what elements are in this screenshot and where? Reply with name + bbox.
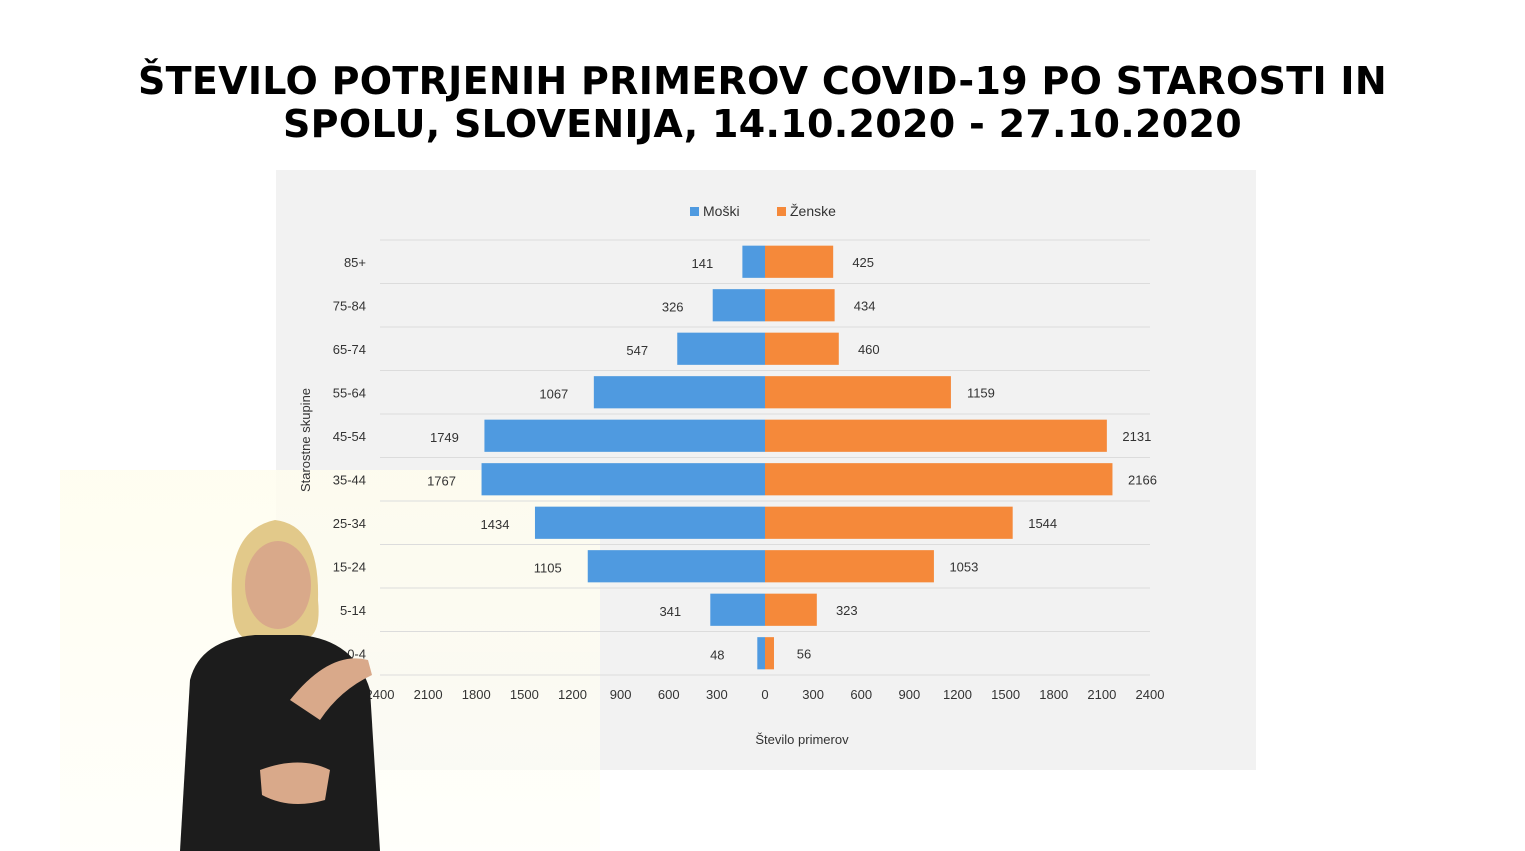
bar-moski (757, 637, 765, 670)
bar-zenske (765, 550, 934, 583)
bar-moski (710, 593, 765, 626)
category-label: 75-84 (333, 298, 366, 313)
bar-zenske (765, 463, 1113, 496)
bar-moski (593, 376, 765, 409)
data-label-moski: 141 (692, 256, 714, 271)
x-tick-label: 300 (706, 687, 728, 702)
bar-moski (712, 289, 765, 322)
data-label-moski: 547 (626, 343, 648, 358)
legend-swatch-zenske (777, 207, 786, 216)
category-label: 45-54 (333, 429, 366, 444)
data-label-moski: 1105 (534, 560, 562, 575)
category-label: 15-24 (333, 559, 366, 574)
x-tick-label: 2400 (1136, 687, 1165, 702)
x-tick-label: 900 (610, 687, 632, 702)
x-tick-label: 2100 (414, 687, 443, 702)
data-label-zenske: 2131 (1122, 429, 1151, 444)
bar-moski (742, 245, 765, 278)
bar-zenske (765, 593, 817, 626)
category-label: 35-44 (333, 472, 366, 487)
x-tick-label: 1800 (1039, 687, 1068, 702)
data-label-moski: 326 (662, 299, 684, 314)
bar-zenske (765, 332, 839, 365)
bar-moski (534, 506, 765, 539)
x-tick-label: 1200 (558, 687, 587, 702)
data-label-moski: 48 (710, 647, 724, 662)
data-label-zenske: 434 (854, 298, 876, 313)
category-label: 85+ (344, 255, 366, 270)
bar-moski (587, 550, 765, 583)
title-line-2: SPOLU, SLOVENIJA, 14.10.2020 - 27.10.202… (283, 102, 1242, 146)
legend-label-zenske: Ženske (790, 203, 836, 219)
data-label-zenske: 460 (858, 342, 880, 357)
x-tick-label: 2400 (366, 687, 395, 702)
legend-label-moski: Moški (703, 203, 740, 219)
legend-swatch-moski (690, 207, 699, 216)
y-axis-title: Starostne skupine (298, 388, 313, 492)
data-label-moski: 1749 (430, 430, 459, 445)
bar-zenske (765, 637, 774, 670)
x-tick-label: 600 (658, 687, 680, 702)
bar-zenske (765, 289, 835, 322)
x-tick-label: 1500 (991, 687, 1020, 702)
chart-title: ŠTEVILO POTRJENIH PRIMEROV COVID-19 PO S… (0, 60, 1525, 146)
x-tick-label: 300 (802, 687, 824, 702)
x-tick-label: 1200 (943, 687, 972, 702)
x-tick-label: 900 (899, 687, 921, 702)
x-tick-label: 600 (850, 687, 872, 702)
bar-zenske (765, 419, 1107, 452)
data-label-zenske: 1053 (949, 559, 978, 574)
category-label: 55-64 (333, 385, 366, 400)
bar-moski (677, 332, 765, 365)
bar-zenske (765, 506, 1013, 539)
x-tick-label: 1500 (510, 687, 539, 702)
data-label-moski: 1434 (481, 517, 510, 532)
data-label-moski: 341 (659, 604, 681, 619)
category-label: 65-74 (333, 342, 366, 357)
data-label-zenske: 425 (852, 255, 874, 270)
bar-zenske (765, 245, 834, 278)
bar-zenske (765, 376, 951, 409)
data-label-zenske: 56 (797, 646, 811, 661)
category-label: 5-14 (340, 603, 366, 618)
category-label: 25-34 (333, 516, 366, 531)
x-axis-title: Število primerov (755, 732, 849, 747)
bar-moski (481, 463, 765, 496)
x-tick-label: 0 (761, 687, 768, 702)
data-label-zenske: 1159 (967, 385, 995, 400)
data-label-moski: 1067 (539, 386, 568, 401)
title-line-1: ŠTEVILO POTRJENIH PRIMEROV COVID-19 PO S… (138, 59, 1387, 103)
x-tick-label: 2100 (1087, 687, 1116, 702)
data-label-zenske: 2166 (1128, 472, 1157, 487)
data-label-zenske: 1544 (1028, 516, 1057, 531)
data-label-zenske: 323 (836, 603, 858, 618)
data-label-moski: 1767 (427, 473, 456, 488)
x-tick-label: 1800 (462, 687, 491, 702)
category-label: 0-4 (347, 646, 366, 661)
bar-moski (484, 419, 765, 452)
